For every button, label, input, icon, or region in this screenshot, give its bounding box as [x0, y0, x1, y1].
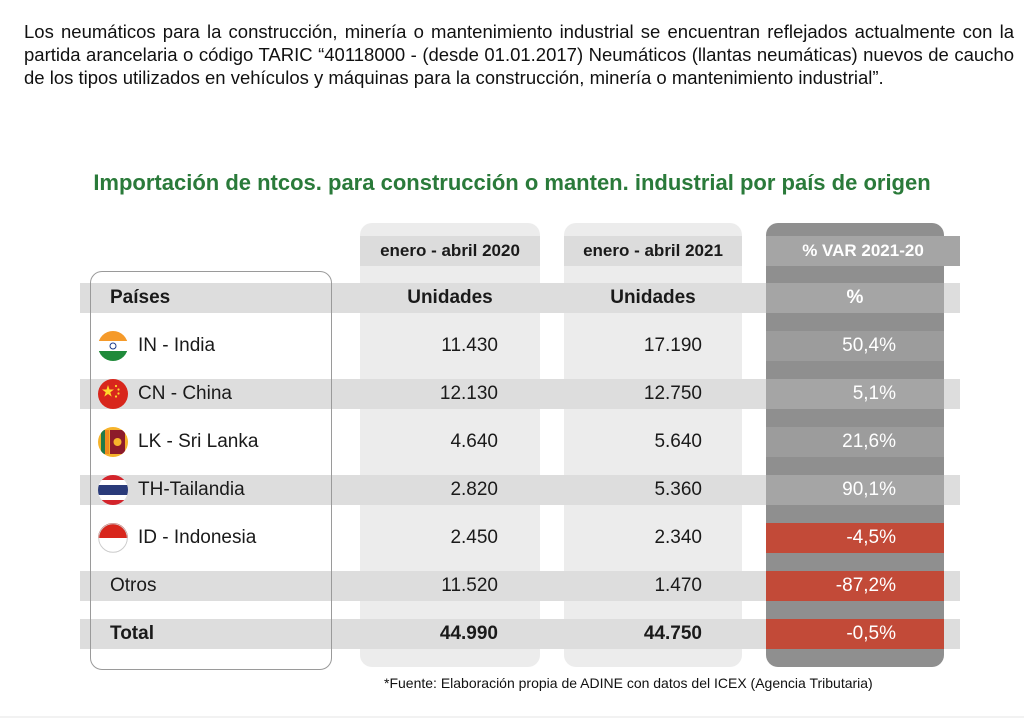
country-label: CN - China	[138, 383, 232, 404]
indonesia-flag-icon	[98, 523, 128, 553]
total-units-2021: 44.750	[643, 623, 702, 644]
table-header-row: Países Unidades Unidades %	[80, 283, 960, 313]
india-flag-icon	[98, 331, 128, 361]
total-pct-change: -0,5%	[766, 619, 944, 649]
units-2021: 5.640	[654, 431, 702, 452]
units-2020: 11.520	[441, 575, 498, 596]
china-flag-icon	[98, 379, 128, 409]
pct-change: 21,6%	[766, 427, 944, 457]
units-2021: 17.190	[643, 335, 702, 356]
thailand-flag-icon	[98, 475, 128, 505]
table-row: ID - Indonesia 2.450 2.340 -4,5%	[80, 523, 960, 553]
header-pct: %	[766, 283, 944, 313]
country-label: IN - India	[138, 335, 216, 356]
country-label: TH-Tailandia	[138, 479, 245, 500]
table-total-row: Total 44.990 44.750 -0,5%	[80, 619, 960, 649]
pct-change: 50,4%	[766, 331, 944, 361]
table-title: Importación de ntcos. para construcción …	[93, 170, 931, 195]
total-units-2020: 44.990	[439, 623, 498, 644]
pct-change: -87,2%	[766, 571, 944, 601]
pct-change: 90,1%	[766, 475, 944, 505]
total-label: Total	[110, 623, 154, 644]
country-label: LK - Sri Lanka	[138, 431, 259, 452]
table-row: CN - China 12.130 12.750 5,1%	[80, 379, 960, 409]
pct-change: -4,5%	[766, 523, 944, 553]
units-2021: 2.340	[654, 527, 702, 548]
table-row: Otros 11.520 1.470 -87,2%	[80, 571, 960, 601]
units-2021: 12.750	[643, 383, 702, 404]
period-2021: enero - abril 2021	[564, 236, 742, 266]
srilanka-flag-icon	[98, 427, 128, 457]
bottom-divider	[0, 716, 1024, 718]
countries-column-frame	[90, 271, 332, 670]
units-2020: 12.130	[439, 383, 498, 404]
pct-change: 5,1%	[766, 379, 944, 409]
table-row: TH-Tailandia 2.820 5.360 90,1%	[80, 475, 960, 505]
header-units-2020: Unidades	[407, 287, 493, 308]
source-note: *Fuente: Elaboración propia de ADINE con…	[384, 675, 873, 691]
period-2020: enero - abril 2020	[360, 236, 540, 266]
country-label: Otros	[110, 575, 157, 596]
country-label: ID - Indonesia	[138, 527, 257, 548]
units-2020: 11.430	[441, 335, 498, 356]
table-row: LK - Sri Lanka 4.640 5.640 21,6%	[80, 427, 960, 457]
header-country: Países	[110, 287, 171, 308]
units-2020: 4.640	[450, 431, 498, 452]
header-units-2021: Unidades	[610, 287, 696, 308]
period-var: % VAR 2021-20	[766, 236, 960, 266]
units-2021: 5.360	[654, 479, 702, 500]
units-2020: 2.820	[450, 479, 498, 500]
units-2020: 2.450	[450, 527, 498, 548]
intro-paragraph: Los neumáticos para la construcción, min…	[24, 21, 1014, 88]
units-2021: 1.470	[654, 575, 702, 596]
table-row: IN - India 11.430 17.190 50,4%	[80, 331, 960, 361]
